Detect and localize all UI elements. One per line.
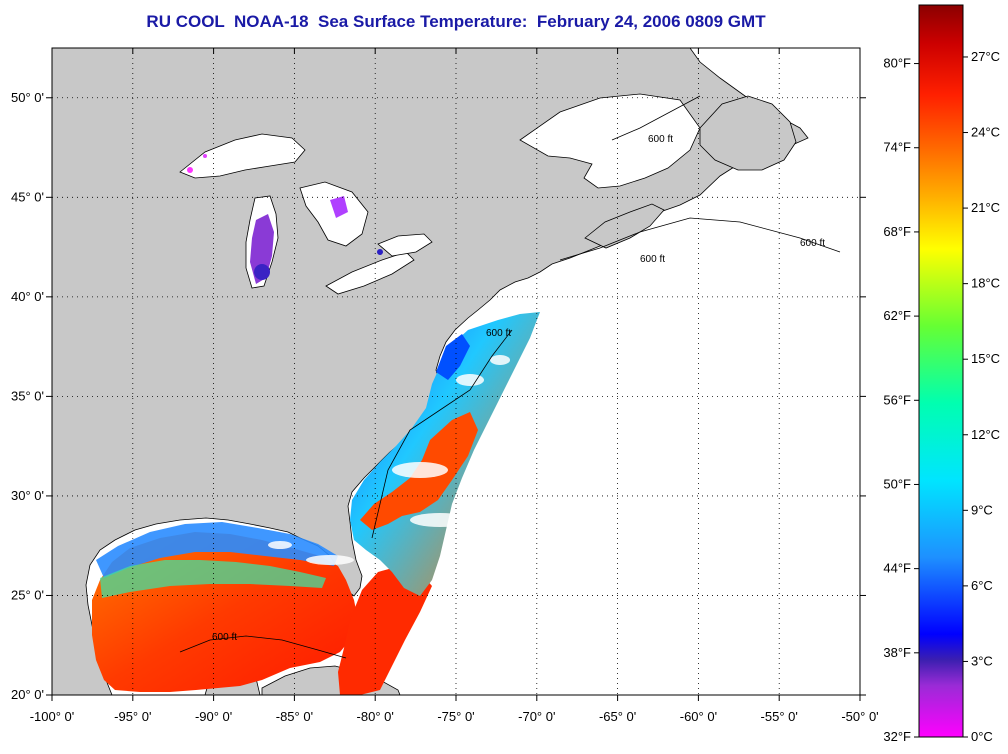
gulf-st-lawrence [519, 93, 701, 189]
lat-tick-label: 40° 0' [11, 289, 44, 304]
lat-tick-label: 25° 0' [11, 587, 44, 602]
isobath-label: 600 ft [648, 134, 673, 145]
latitude-axis: 20° 0' 25° 0' 30° 0' 35° 0' 40° 0' 45° 0' 50° … [11, 90, 866, 702]
lon-tick-label: -70° 0' [518, 709, 555, 724]
lake-sst-data [187, 154, 383, 284]
lon-tick-label: -55° 0' [761, 709, 798, 724]
lat-tick-label: 30° 0' [11, 488, 44, 503]
florida-straits-sst [338, 566, 432, 695]
lon-tick-label: -50° 0' [841, 709, 878, 724]
gulf-shelf-cool-band [96, 522, 338, 578]
lat-tick-label: 20° 0' [11, 687, 44, 702]
isobath-contours [179, 95, 841, 659]
lon-tick-label: -90° 0' [195, 709, 232, 724]
map-area: 600 ft 600 ft 600 ft 600 ft 600 ft [52, 48, 860, 695]
lon-tick-label: -75° 0' [437, 709, 474, 724]
lake-superior [179, 133, 306, 179]
lake-huron [299, 181, 369, 247]
lat-tick-label: 50° 0' [11, 90, 44, 105]
lake-ontario [377, 233, 433, 257]
lat-tick-label: 45° 0' [11, 189, 44, 204]
isobath-label: 600 ft [486, 328, 511, 339]
lon-tick-label: -65° 0' [599, 709, 636, 724]
newfoundland-land [699, 95, 797, 171]
isobath-label: 600 ft [212, 632, 237, 643]
map-title: RU COOL NOAA-18 Sea Surface Temperature:… [146, 12, 766, 31]
longitude-axis: -100° 0' -95° 0' -90° 0' -85° 0' -80° 0' -75°… [30, 48, 879, 724]
lat-tick-label: 35° 0' [11, 388, 44, 403]
mid-atlantic-cold-sst [436, 334, 470, 380]
isobath-label: 600 ft [640, 254, 665, 265]
cloud-speckle [268, 355, 510, 565]
gulf-shelf-green-band [100, 560, 326, 598]
lon-tick-label: -100° 0' [30, 709, 75, 724]
lon-tick-label: -60° 0' [680, 709, 717, 724]
isobath-label: 600 ft [800, 238, 825, 249]
lake-erie [325, 251, 415, 295]
lon-tick-label: -95° 0' [114, 709, 151, 724]
nova-scotia-land [584, 203, 665, 249]
isobath-labels: 600 ft 600 ft 600 ft 600 ft 600 ft [212, 134, 825, 643]
great-lakes [179, 133, 433, 295]
lon-tick-label: -80° 0' [357, 709, 394, 724]
lon-tick-label: -85° 0' [276, 709, 313, 724]
